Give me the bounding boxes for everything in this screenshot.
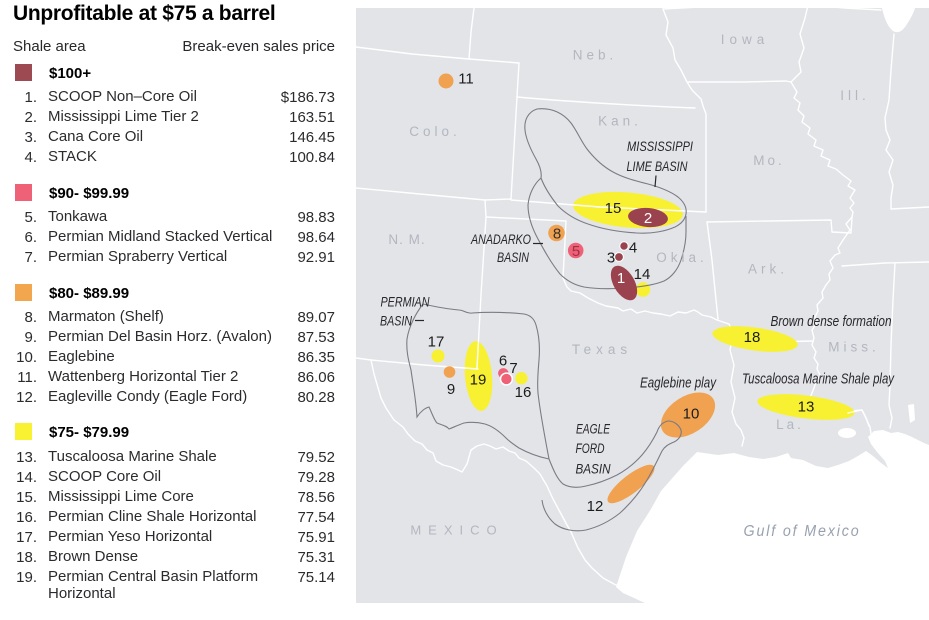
svg-text:2: 2 — [644, 210, 652, 227]
svg-text:Miss.: Miss. — [828, 340, 880, 355]
svg-text:Eaglebine play: Eaglebine play — [640, 376, 717, 392]
svg-text:16: 16 — [515, 384, 532, 401]
svg-text:BASIN: BASIN — [497, 250, 529, 265]
svg-text:Mo.: Mo. — [753, 153, 785, 168]
svg-text:Brown dense formation: Brown dense formation — [771, 314, 892, 330]
svg-text:Ark.: Ark. — [748, 262, 788, 277]
svg-text:19: 19 — [470, 372, 487, 389]
svg-text:FORD: FORD — [576, 441, 605, 456]
svg-text:5: 5 — [572, 243, 580, 260]
svg-text:15: 15 — [605, 200, 622, 217]
svg-text:4: 4 — [629, 240, 637, 257]
svg-text:Gulf of Mexico: Gulf of Mexico — [744, 523, 861, 540]
svg-text:Kan.: Kan. — [598, 114, 642, 129]
svg-text:BASIN: BASIN — [380, 314, 412, 329]
svg-text:MISSISSIPPI: MISSISSIPPI — [627, 139, 693, 154]
svg-text:BASIN: BASIN — [576, 462, 611, 477]
svg-text:18: 18 — [744, 329, 761, 346]
svg-text:7: 7 — [509, 360, 517, 377]
svg-text:12: 12 — [587, 498, 604, 515]
svg-text:Colo.: Colo. — [409, 124, 461, 139]
svg-text:13: 13 — [798, 399, 815, 416]
svg-text:EAGLE: EAGLE — [576, 422, 611, 437]
svg-text:10: 10 — [683, 406, 700, 423]
svg-text:Iowa: Iowa — [721, 32, 770, 47]
svg-text:PERMIAN: PERMIAN — [381, 295, 430, 310]
svg-text:17: 17 — [428, 334, 445, 351]
svg-text:9: 9 — [447, 381, 455, 398]
svg-text:MEXICO: MEXICO — [410, 523, 503, 538]
svg-text:N. M.: N. M. — [388, 232, 425, 247]
svg-text:3: 3 — [607, 250, 615, 267]
svg-text:14: 14 — [634, 266, 651, 283]
svg-text:Neb.: Neb. — [573, 48, 618, 63]
svg-text:11: 11 — [458, 71, 474, 88]
svg-text:1: 1 — [617, 270, 625, 287]
svg-text:LIME BASIN: LIME BASIN — [627, 159, 688, 174]
svg-text:8: 8 — [553, 226, 561, 243]
svg-text:La.: La. — [776, 417, 804, 432]
svg-text:Tuscaloosa Marine Shale play: Tuscaloosa Marine Shale play — [742, 372, 895, 388]
svg-text:Texas: Texas — [572, 342, 632, 357]
svg-text:6: 6 — [499, 353, 507, 370]
svg-text:ANADARKO: ANADARKO — [470, 232, 531, 247]
svg-text:Okla.: Okla. — [656, 250, 708, 265]
svg-text:Ill.: Ill. — [840, 88, 870, 103]
